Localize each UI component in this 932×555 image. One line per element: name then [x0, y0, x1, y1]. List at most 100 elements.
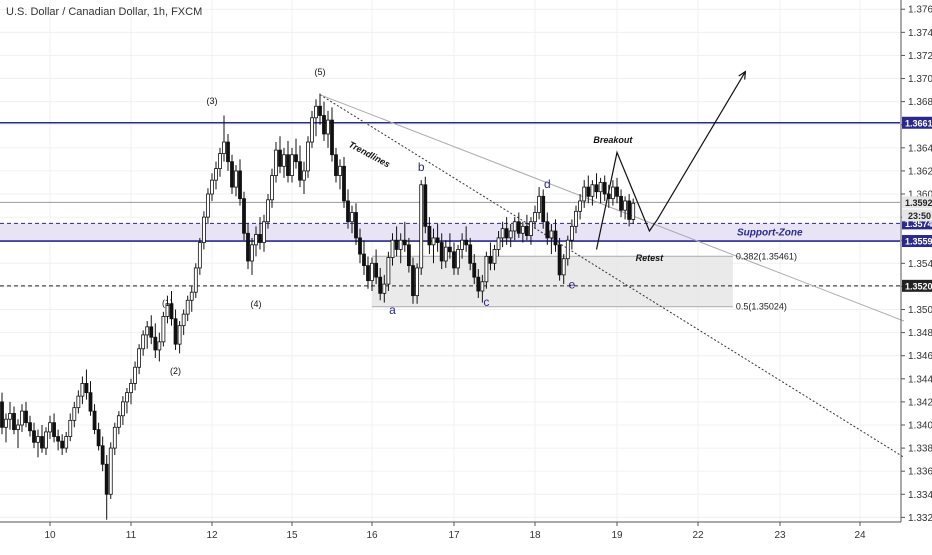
x-tick-label: 18	[529, 530, 541, 541]
candle-body	[565, 239, 570, 260]
candle-body	[431, 237, 436, 246]
candle-body	[358, 237, 362, 255]
candle-body	[423, 184, 428, 227]
fib-level-label: 0.5(1.35024)	[736, 302, 787, 312]
candle-body	[24, 410, 28, 424]
candle-body	[623, 200, 627, 211]
candle-body	[214, 168, 218, 181]
x-tick-label: 17	[448, 530, 460, 541]
candle-body	[594, 184, 599, 193]
candle-body	[193, 267, 198, 293]
candle-body	[619, 195, 623, 211]
candle-body	[382, 283, 387, 294]
time-axis[interactable]: 10 11 12 15 16 17 18 19 22 23 24	[0, 521, 901, 541]
candle-body	[294, 154, 298, 163]
candle-body	[80, 383, 85, 397]
candle-body	[549, 230, 554, 239]
candle-body	[16, 424, 20, 431]
price-level-badge-label: 1.35746	[905, 219, 932, 229]
candle-body	[374, 262, 379, 278]
candle-body	[615, 186, 619, 197]
candle-body	[330, 119, 334, 156]
candle-body	[342, 165, 346, 202]
x-tick-label: 11	[126, 530, 137, 541]
candle-body	[173, 318, 178, 345]
candle-body	[60, 440, 65, 449]
candle-body	[439, 242, 444, 262]
countdown-badge	[902, 209, 932, 222]
candle-body	[598, 182, 603, 193]
candle-body	[390, 239, 395, 258]
candle-body	[492, 249, 497, 264]
candle-body	[76, 395, 81, 409]
candle-body	[8, 413, 12, 420]
candle-body	[468, 244, 473, 264]
candle-body	[234, 170, 238, 188]
candle-body	[310, 117, 314, 143]
y-tick-label: 1.37400	[908, 28, 932, 39]
x-tick-label: 15	[286, 530, 298, 541]
candle-body	[561, 258, 566, 276]
price-level-badge-label: 1.36617	[905, 118, 932, 128]
wave-label: (5)	[315, 67, 326, 77]
candle-body	[322, 115, 326, 135]
candle-body	[582, 186, 587, 202]
y-tick-label: 1.37000	[908, 74, 932, 85]
candle-body	[460, 239, 465, 250]
candle-body	[230, 161, 234, 188]
candle-body	[286, 154, 290, 176]
candle-body	[121, 401, 125, 417]
candle-body	[402, 239, 407, 246]
candle-body	[96, 429, 101, 447]
price-axis[interactable]: 1.37600 1.37400 1.37200 1.37000 1.36800 1.366…	[900, 0, 932, 524]
candle-body	[398, 239, 403, 250]
candle-body	[338, 165, 342, 176]
candle-body	[346, 200, 350, 223]
price-level-badge	[902, 279, 932, 292]
note-label: Retest	[636, 253, 665, 263]
candle-body	[298, 161, 302, 181]
candle-body	[84, 383, 89, 394]
candle-body	[56, 436, 60, 442]
candle-body	[238, 170, 242, 200]
candle-body	[40, 436, 44, 449]
candle-body	[350, 212, 354, 223]
y-tick-label: 1.36400	[908, 143, 932, 154]
y-tick-label: 1.34400	[908, 374, 932, 385]
abc-label: d	[544, 177, 551, 191]
candle-body	[326, 119, 330, 135]
candle-body	[456, 249, 460, 269]
candle-body	[508, 230, 513, 239]
x-tick-label: 19	[611, 530, 623, 541]
candle-body	[480, 281, 485, 292]
y-tick-label: 1.34200	[908, 397, 932, 408]
candle-body	[574, 210, 578, 227]
candle-body	[210, 179, 214, 195]
x-tick-label: 23	[774, 530, 786, 541]
candle-body	[578, 200, 582, 212]
y-tick-label: 1.35400	[908, 259, 932, 270]
candle-body	[165, 303, 170, 317]
candle-body	[362, 253, 366, 267]
candle-body	[32, 430, 36, 443]
candle-body	[262, 221, 266, 243]
candle-body	[512, 221, 517, 232]
candle-body	[394, 239, 399, 250]
trendline-dotted	[319, 94, 905, 458]
candle-body	[266, 199, 270, 223]
candle-body	[570, 225, 574, 241]
candle-body	[476, 276, 481, 292]
candle-body	[290, 154, 294, 176]
candle-body	[378, 276, 383, 294]
candle-body	[189, 291, 194, 301]
candle-body	[12, 413, 16, 431]
projection-arrowhead	[738, 70, 747, 80]
wave-label: (4)	[251, 299, 262, 309]
y-tick-label: 1.33800	[908, 444, 932, 455]
candles	[0, 93, 636, 520]
candle-body	[406, 244, 411, 267]
candle-body	[306, 141, 310, 172]
candle-body	[270, 175, 274, 201]
candle-body	[602, 182, 607, 195]
